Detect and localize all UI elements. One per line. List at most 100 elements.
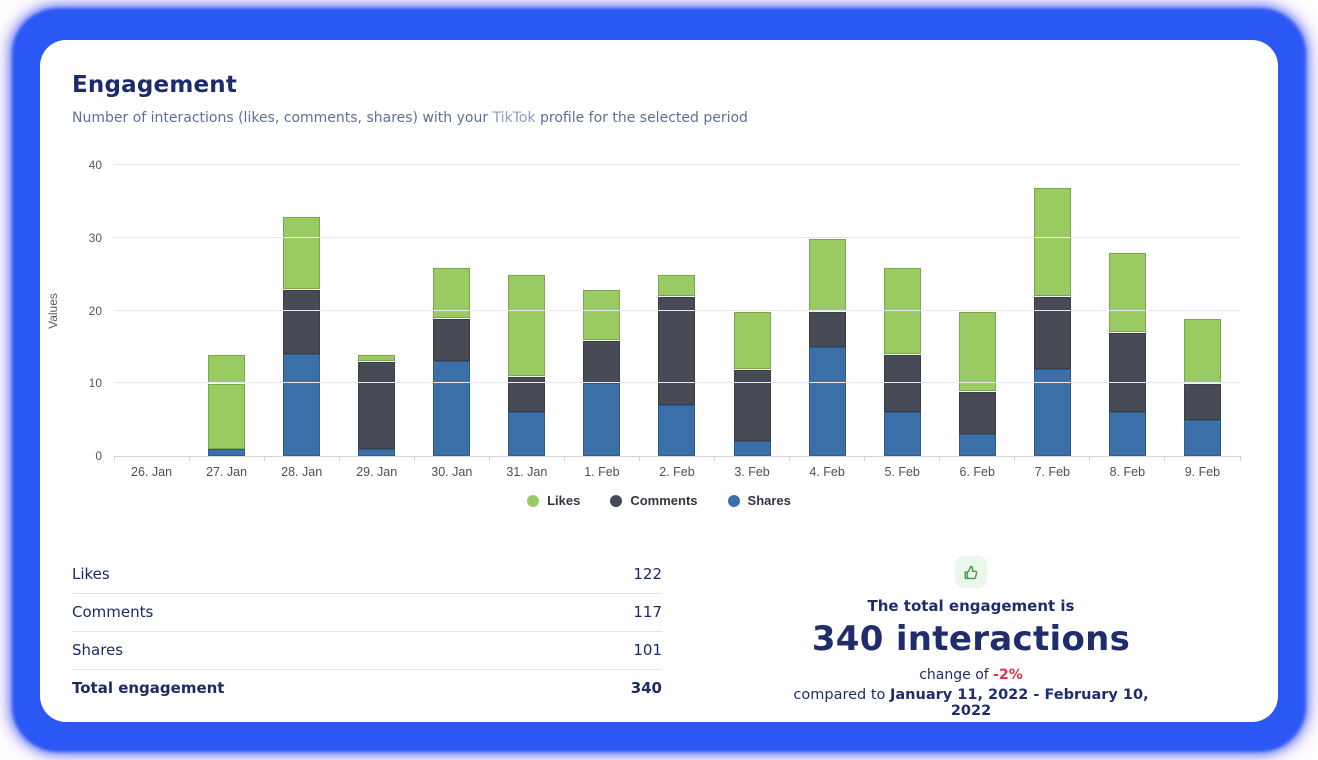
compared-prefix: compared to bbox=[793, 687, 890, 703]
legend-label: Likes bbox=[547, 493, 581, 508]
category-slot: 27. Jan bbox=[189, 166, 264, 479]
bar-segment-likes[interactable] bbox=[1183, 317, 1221, 384]
subtitle-text-suffix: profile for the selected period bbox=[535, 110, 748, 126]
category-slot: 5. Feb bbox=[865, 166, 940, 479]
bar-segment-likes[interactable] bbox=[508, 274, 546, 376]
category-slot: 31. Jan bbox=[489, 166, 564, 479]
total-engagement-value: 340 interactions bbox=[811, 619, 1131, 659]
bar-segment-comments[interactable] bbox=[1108, 332, 1146, 413]
x-axis-tick bbox=[714, 456, 716, 461]
bar-segment-comments[interactable] bbox=[283, 288, 321, 355]
row-label: Likes bbox=[72, 565, 110, 583]
bar-segment-shares[interactable] bbox=[883, 412, 921, 456]
bottom-section: Likes 122 Comments 117 Shares 101 Total engage… bbox=[72, 556, 1246, 719]
bar-segment-comments[interactable] bbox=[958, 390, 996, 435]
bar-segment-likes[interactable] bbox=[958, 310, 996, 391]
bar-segment-shares[interactable] bbox=[1033, 368, 1071, 456]
bar-segment-comments[interactable] bbox=[433, 317, 471, 362]
legend-item-likes[interactable]: Likes bbox=[527, 493, 580, 508]
bar-segment-shares[interactable] bbox=[508, 412, 546, 456]
x-axis-label: 4. Feb bbox=[809, 465, 845, 479]
bar-segment-likes[interactable] bbox=[1108, 252, 1146, 333]
bar-segment-shares[interactable] bbox=[283, 354, 321, 456]
stacked-bar bbox=[433, 266, 471, 456]
summary-table: Likes 122 Comments 117 Shares 101 Total engage… bbox=[72, 556, 662, 707]
bar-segment-comments[interactable] bbox=[583, 339, 621, 384]
bar-segment-shares[interactable] bbox=[433, 361, 471, 456]
bar-segment-comments[interactable] bbox=[508, 375, 546, 413]
bar-segment-shares[interactable] bbox=[358, 448, 396, 456]
legend-item-shares[interactable]: Shares bbox=[727, 493, 791, 508]
bar-segment-shares[interactable] bbox=[208, 448, 246, 456]
bar-segment-comments[interactable] bbox=[808, 310, 846, 347]
bar-segment-comments[interactable] bbox=[358, 361, 396, 449]
bar-segment-comments[interactable] bbox=[883, 354, 921, 413]
bar-segment-shares[interactable] bbox=[1108, 412, 1146, 456]
x-axis-tick bbox=[864, 456, 866, 461]
stacked-bar bbox=[283, 215, 321, 456]
x-axis-label: 6. Feb bbox=[959, 465, 995, 479]
stacked-bar bbox=[358, 354, 396, 456]
gridline bbox=[114, 309, 1240, 311]
bar-segment-shares[interactable] bbox=[958, 434, 996, 456]
engagement-card: Engagement Number of interactions (likes… bbox=[40, 40, 1278, 722]
x-axis-label: 26. Jan bbox=[131, 465, 173, 479]
bar-slots: 26. Jan 27. Jan 28. Jan 29. Jan 30. Jan 31. J… bbox=[114, 166, 1240, 479]
bar-segment-comments[interactable] bbox=[208, 383, 246, 449]
bar-segment-shares[interactable] bbox=[658, 405, 696, 456]
bar-segment-comments[interactable] bbox=[1033, 295, 1071, 369]
table-row: Likes 122 bbox=[72, 556, 662, 594]
y-axis-tick-label: 0 bbox=[95, 449, 102, 463]
page-subtitle: Number of interactions (likes, comments,… bbox=[72, 110, 1246, 126]
category-slot: 26. Jan bbox=[114, 166, 189, 479]
bar-segment-likes[interactable] bbox=[433, 266, 471, 318]
page-title: Engagement bbox=[72, 72, 238, 98]
bar-segment-likes[interactable] bbox=[658, 274, 696, 296]
tiktok-link[interactable]: TikTok bbox=[492, 110, 536, 126]
thumbs-up-icon bbox=[964, 565, 977, 579]
category-slot: 30. Jan bbox=[414, 166, 489, 479]
bar-segment-likes[interactable] bbox=[208, 354, 246, 384]
x-axis-label: 3. Feb bbox=[734, 465, 770, 479]
x-axis-label: 2. Feb bbox=[659, 465, 695, 479]
stacked-bar bbox=[958, 310, 996, 456]
change-line: change of -2% bbox=[776, 667, 1166, 683]
bar-segment-likes[interactable] bbox=[733, 310, 771, 369]
row-label: Total engagement bbox=[72, 679, 225, 697]
bar-segment-likes[interactable] bbox=[808, 237, 846, 311]
table-row: Shares 101 bbox=[72, 632, 662, 670]
bar-segment-shares[interactable] bbox=[808, 346, 846, 456]
bar-segment-comments[interactable] bbox=[1183, 383, 1221, 420]
legend-item-comments[interactable]: Comments bbox=[610, 493, 698, 508]
bar-segment-likes[interactable] bbox=[583, 288, 621, 340]
bar-segment-likes[interactable] bbox=[358, 354, 396, 362]
stacked-bar bbox=[508, 274, 546, 456]
engagement-chart: Values 26. Jan 27. Jan 28. Jan 29. Jan 30. J… bbox=[46, 158, 1246, 512]
y-axis-tick-label: 30 bbox=[88, 230, 102, 245]
stacked-bar bbox=[733, 310, 771, 456]
bar-segment-comments[interactable] bbox=[733, 368, 771, 442]
x-axis-label: 27. Jan bbox=[206, 465, 248, 479]
bar-segment-likes[interactable] bbox=[283, 215, 321, 289]
x-axis-tick bbox=[413, 456, 415, 461]
row-value: 122 bbox=[633, 565, 662, 583]
category-slot: 6. Feb bbox=[940, 166, 1015, 479]
x-axis-tick bbox=[1239, 456, 1241, 461]
bar-segment-shares[interactable] bbox=[583, 383, 621, 456]
bar-segment-comments[interactable] bbox=[658, 295, 696, 406]
row-label: Comments bbox=[72, 603, 154, 621]
change-value: -2% bbox=[993, 667, 1023, 683]
row-value: 340 bbox=[630, 679, 662, 697]
gridline bbox=[114, 164, 1240, 165]
x-axis-label: 28. Jan bbox=[281, 465, 323, 479]
bar-segment-shares[interactable] bbox=[1183, 419, 1221, 456]
chart-legend: Likes Comments Shares bbox=[72, 493, 1246, 508]
bar-segment-likes[interactable] bbox=[1033, 186, 1071, 296]
legend-label: Shares bbox=[747, 493, 791, 508]
bar-segment-likes[interactable] bbox=[883, 266, 921, 355]
subtitle-text: Number of interactions (likes, comments,… bbox=[72, 110, 493, 126]
bar-segment-shares[interactable] bbox=[733, 441, 771, 456]
x-axis-label: 9. Feb bbox=[1184, 465, 1221, 479]
category-slot: 3. Feb bbox=[715, 166, 790, 479]
